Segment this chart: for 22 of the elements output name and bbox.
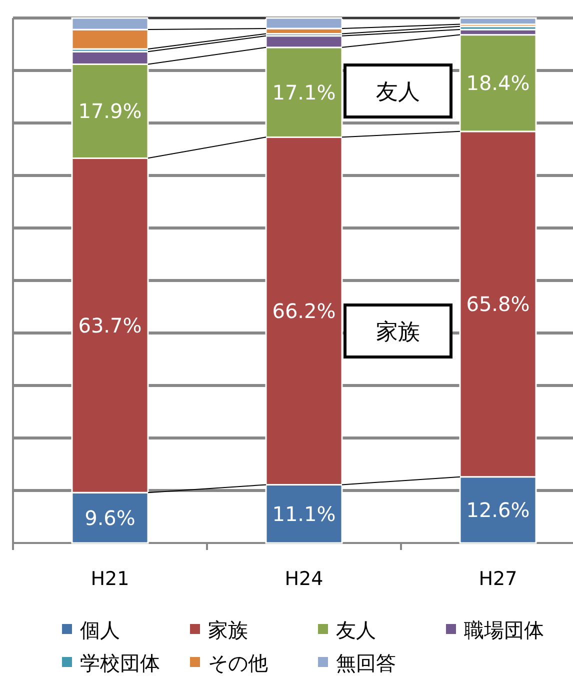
data-label: 65.8% [466, 292, 530, 316]
data-label: 17.1% [272, 80, 336, 104]
x-tick-label: H27 [478, 568, 518, 590]
legend-label: その他 [208, 651, 268, 675]
legend-label: 無回答 [336, 651, 396, 675]
legend-label: 職場団体 [464, 618, 544, 642]
annotation: 友人 [376, 80, 420, 105]
legend-label: 家族 [208, 618, 248, 642]
data-label: 11.1% [272, 502, 336, 526]
x-tick-label: H21 [90, 568, 130, 590]
data-label: 18.4% [466, 71, 530, 96]
annotation: 家族 [376, 320, 420, 345]
bar [459, 17, 537, 26]
legend-label: 個人 [80, 618, 120, 642]
legend-label: 学校団体 [80, 651, 160, 675]
legend-label: 友人 [336, 618, 376, 642]
data-label: 17.9% [78, 99, 142, 124]
x-tick-label: H24 [284, 568, 324, 590]
data-label: 63.7% [78, 313, 142, 338]
data-label: 9.6% [84, 506, 136, 530]
data-label: 12.6% [466, 498, 530, 522]
data-label: 66.2% [272, 298, 336, 323]
